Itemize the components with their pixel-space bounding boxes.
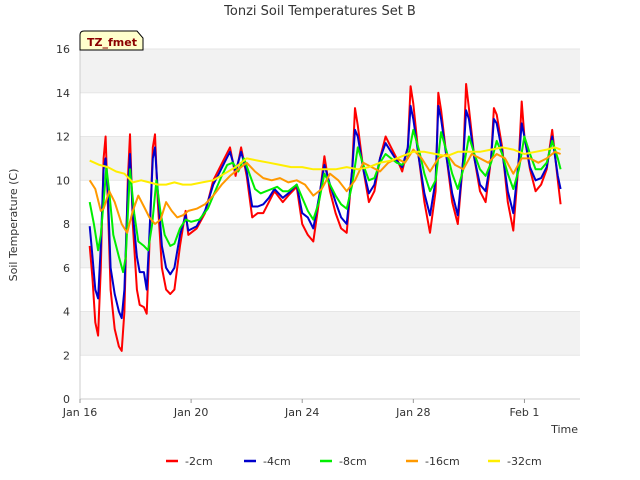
x-tick-label: Feb 1 bbox=[509, 406, 539, 419]
x-tick-label: Jan 16 bbox=[62, 406, 97, 419]
legend-label: -16cm bbox=[425, 455, 460, 468]
y-tick-label: 0 bbox=[63, 393, 70, 406]
y-tick-label: 8 bbox=[63, 218, 70, 231]
series-line--16cm bbox=[88, 148, 561, 234]
y-tick-label: 6 bbox=[63, 262, 70, 275]
site-badge: TZ_fmet bbox=[79, 30, 144, 51]
grid-band bbox=[80, 49, 580, 93]
y-tick-label: 12 bbox=[56, 131, 70, 144]
y-tick-label: 10 bbox=[56, 174, 70, 187]
badge-label: TZ_fmet bbox=[87, 36, 137, 49]
chart-title: Tonzi Soil Temperatures Set B bbox=[223, 4, 416, 19]
y-axis-ticks: 0 2 4 6 8 10 12 14 16 bbox=[56, 43, 70, 406]
y-tick-label: 16 bbox=[56, 43, 70, 56]
grid-band bbox=[80, 224, 580, 268]
legend-label: -32cm bbox=[507, 455, 542, 468]
y-tick-label: 2 bbox=[63, 349, 70, 362]
legend: -2cm -4cm -8cm -16cm -32cm bbox=[166, 455, 542, 468]
x-axis-ticks: Jan 16 Jan 20 Jan 24 Jan 28 Feb 1 bbox=[62, 399, 539, 419]
series-line--2cm bbox=[88, 83, 562, 352]
legend-label: -4cm bbox=[263, 455, 291, 468]
legend-label: -8cm bbox=[339, 455, 367, 468]
x-tick-label: Jan 28 bbox=[395, 406, 430, 419]
y-tick-label: 4 bbox=[63, 306, 70, 319]
y-axis-label: Soil Temperature (C) bbox=[7, 169, 20, 282]
y-tick-label: 14 bbox=[56, 87, 70, 100]
series-line--8cm bbox=[88, 128, 562, 274]
badge-box bbox=[79, 30, 144, 51]
series-layer bbox=[88, 83, 562, 352]
series-line--32cm bbox=[89, 146, 561, 186]
x-axis-label: Time bbox=[550, 423, 578, 436]
legend-label: -2cm bbox=[185, 455, 213, 468]
grid-band bbox=[80, 311, 580, 356]
x-tick-label: Jan 24 bbox=[284, 406, 319, 419]
x-tick-label: Jan 20 bbox=[173, 406, 208, 419]
